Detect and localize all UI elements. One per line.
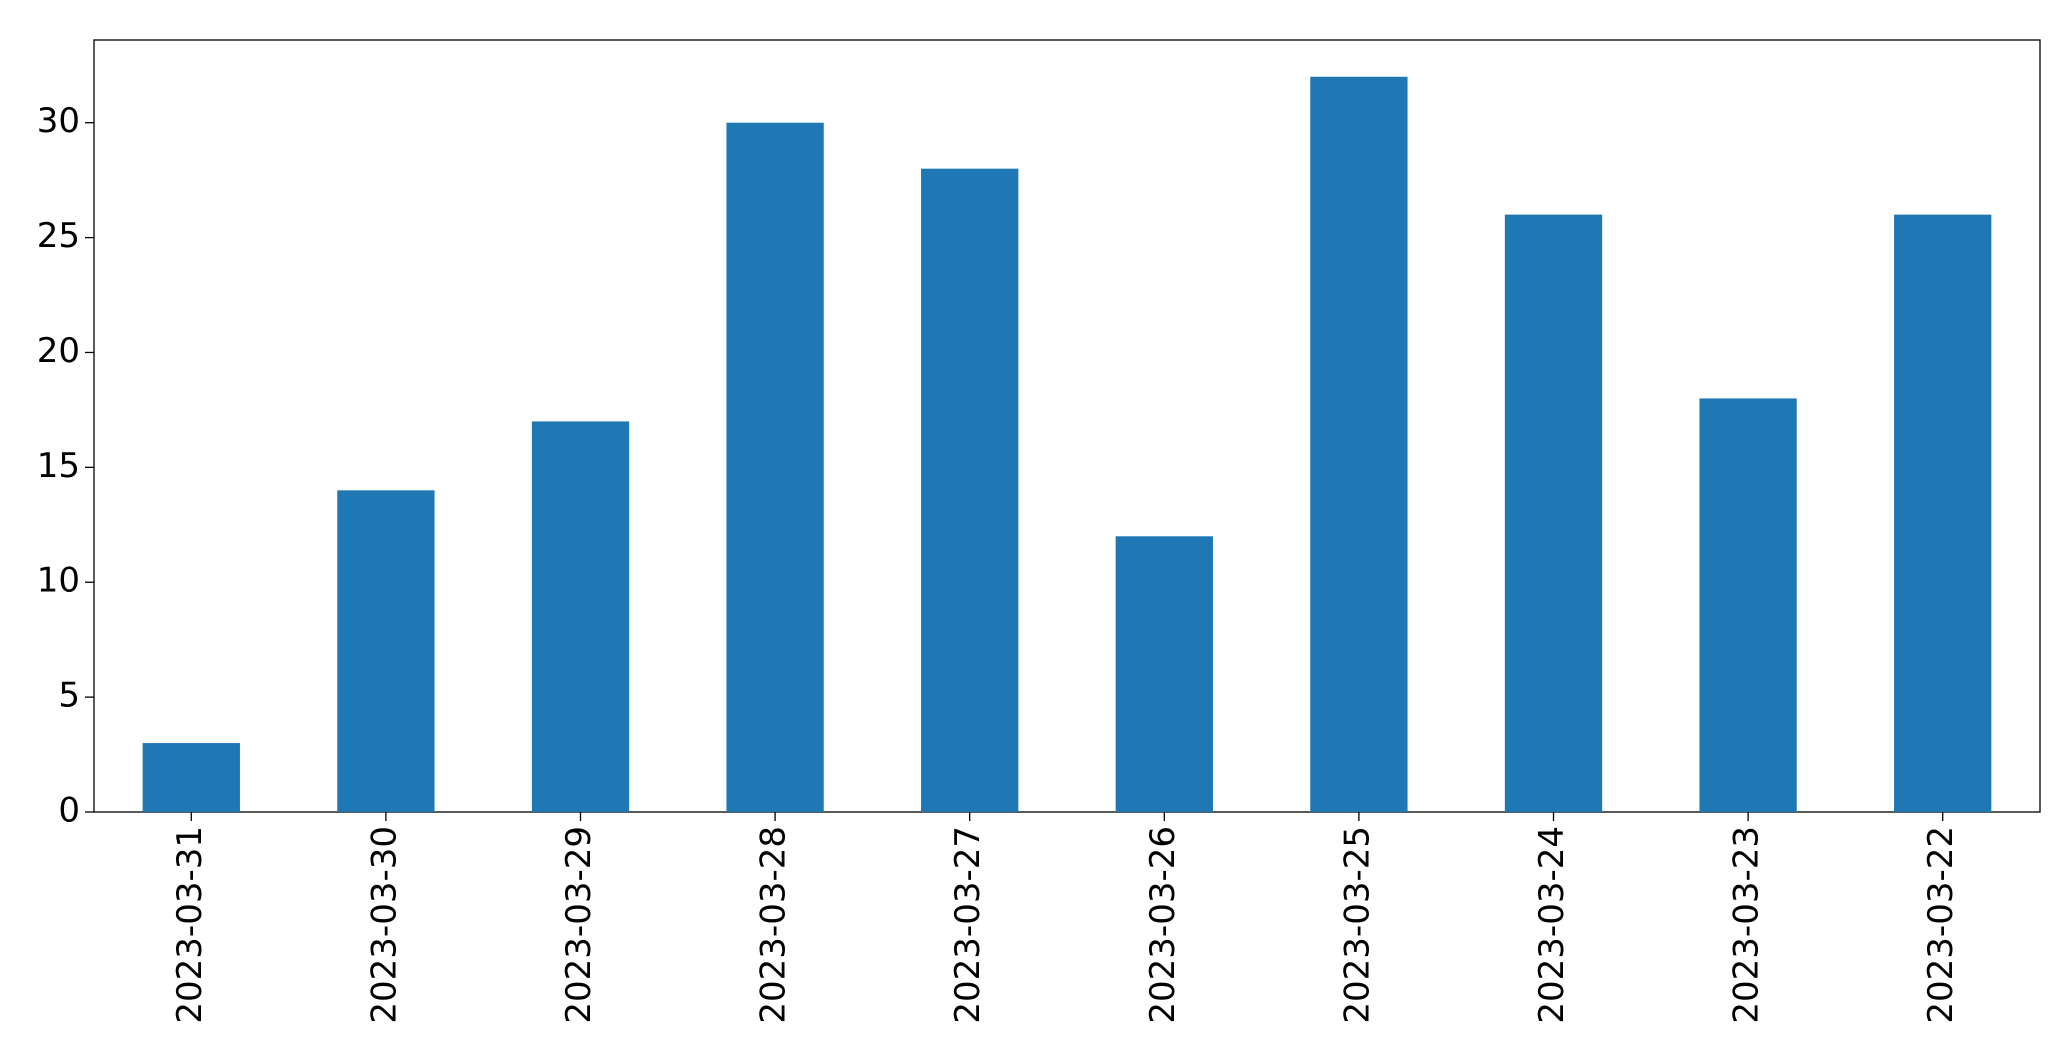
bar [726,122,824,812]
x-tick-label: 2023-03-26 [1143,826,1183,1024]
bar [1310,76,1408,812]
bar [1894,214,1992,813]
y-tick-label: 15 [37,446,80,486]
bar [921,168,1019,812]
y-tick-label: 0 [58,791,80,831]
x-tick-label: 2023-03-28 [754,826,794,1024]
x-tick-label: 2023-03-27 [948,826,988,1024]
bar [1115,536,1213,812]
bar [531,421,630,812]
x-tick-label: 2023-03-25 [1337,826,1377,1024]
y-tick-label: 25 [37,216,80,256]
y-tick-label: 10 [37,561,80,601]
bar [1699,398,1797,812]
x-tick-label: 2023-03-24 [1532,826,1572,1024]
y-tick-label: 5 [58,676,80,716]
bar [1504,214,1603,813]
y-tick-label: 20 [37,331,80,371]
x-tick-label: 2023-03-31 [170,826,210,1024]
y-tick-label: 30 [37,101,80,141]
x-tick-label: 2023-03-30 [364,826,404,1024]
x-tick-label: 2023-03-23 [1727,826,1767,1024]
x-tick-label: 2023-03-29 [559,826,599,1024]
bar [337,490,435,812]
axes-frame [93,39,2041,813]
x-tick-label: 2023-03-22 [1921,826,1961,1024]
bar [142,743,240,812]
